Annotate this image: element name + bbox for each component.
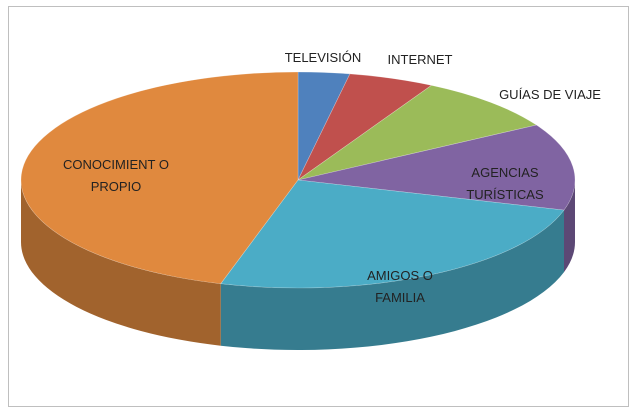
pie-slice: [297, 71, 351, 181]
pie-side: [220, 210, 565, 350]
pie-side: [21, 180, 221, 346]
slice-label: GUÍAS DE VIAJE: [499, 87, 601, 102]
pie-slice: [297, 124, 576, 211]
pie-slice: [297, 85, 538, 181]
pie-side: [564, 180, 575, 273]
pie-slice: [20, 71, 299, 285]
slice-label: AMIGOS O FAMILIA: [367, 268, 433, 305]
pie-slice: [220, 179, 565, 289]
slice-label: TELEVISIÓN: [284, 50, 362, 65]
slice-label: AGENCIAS TURÍSTICAS: [466, 165, 544, 202]
chart-frame: [8, 6, 629, 407]
slice-label: CONOCIMIENT O PROPIO: [63, 157, 169, 194]
slice-label: INTERNET: [387, 52, 453, 67]
pie-slice: [297, 73, 433, 181]
